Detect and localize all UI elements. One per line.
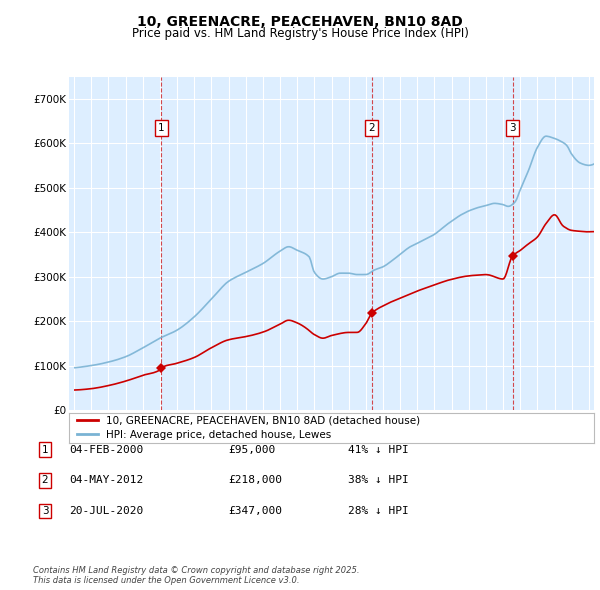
Text: 1: 1 (158, 123, 165, 133)
Text: 20-JUL-2020: 20-JUL-2020 (69, 506, 143, 516)
Text: This data is licensed under the Open Government Licence v3.0.: This data is licensed under the Open Gov… (33, 576, 299, 585)
Text: 38% ↓ HPI: 38% ↓ HPI (348, 476, 409, 485)
Text: 2: 2 (41, 476, 49, 485)
Text: £218,000: £218,000 (228, 476, 282, 485)
Text: 04-MAY-2012: 04-MAY-2012 (69, 476, 143, 485)
Text: Contains HM Land Registry data © Crown copyright and database right 2025.: Contains HM Land Registry data © Crown c… (33, 566, 359, 575)
Text: 3: 3 (509, 123, 516, 133)
Text: 10, GREENACRE, PEACEHAVEN, BN10 8AD: 10, GREENACRE, PEACEHAVEN, BN10 8AD (137, 15, 463, 29)
Text: 2: 2 (368, 123, 375, 133)
Text: Price paid vs. HM Land Registry's House Price Index (HPI): Price paid vs. HM Land Registry's House … (131, 27, 469, 40)
Text: 3: 3 (41, 506, 49, 516)
Text: £347,000: £347,000 (228, 506, 282, 516)
Text: £95,000: £95,000 (228, 445, 275, 454)
Text: 28% ↓ HPI: 28% ↓ HPI (348, 506, 409, 516)
Text: 1: 1 (41, 445, 49, 454)
Legend: 10, GREENACRE, PEACEHAVEN, BN10 8AD (detached house), HPI: Average price, detach: 10, GREENACRE, PEACEHAVEN, BN10 8AD (det… (77, 416, 420, 440)
Text: 04-FEB-2000: 04-FEB-2000 (69, 445, 143, 454)
Text: 41% ↓ HPI: 41% ↓ HPI (348, 445, 409, 454)
